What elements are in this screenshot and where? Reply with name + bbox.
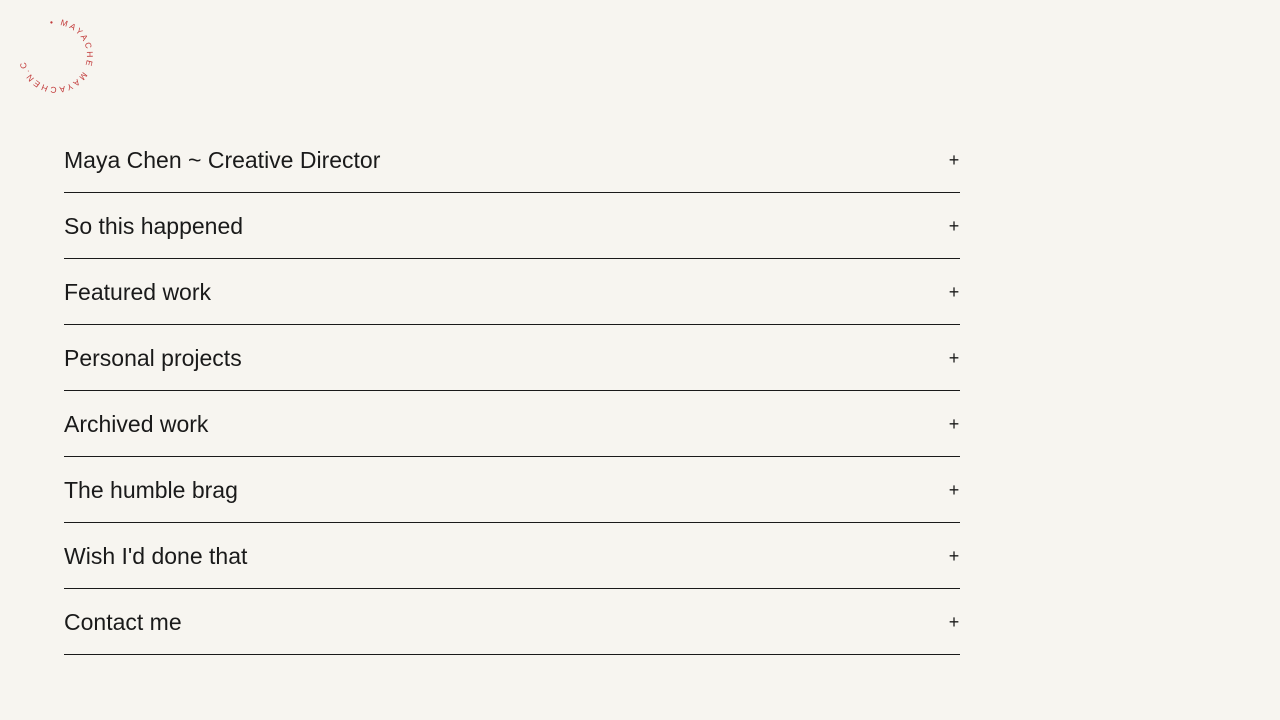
plus-icon[interactable]: + (948, 413, 960, 434)
plus-icon[interactable]: + (948, 149, 960, 170)
accordion-item-label: The humble brag (64, 477, 238, 503)
accordion-item-wish-id-done-that[interactable]: Wish I'd done that + (64, 523, 960, 589)
circular-logo[interactable]: • MAYACHE MAYACHEN.COM (7, 4, 100, 100)
accordion-item-label: Contact me (64, 609, 182, 635)
accordion-item-label: Maya Chen ~ Creative Director (64, 147, 381, 173)
plus-icon[interactable]: + (948, 545, 960, 566)
accordion-item-label: Personal projects (64, 345, 242, 371)
accordion-item-about[interactable]: Maya Chen ~ Creative Director + (64, 127, 960, 193)
accordion-item-so-this-happened[interactable]: So this happened + (64, 193, 960, 259)
plus-icon[interactable]: + (948, 347, 960, 368)
accordion-item-archived-work[interactable]: Archived work + (64, 391, 960, 457)
accordion-item-humble-brag[interactable]: The humble brag + (64, 457, 960, 523)
accordion-menu: Maya Chen ~ Creative Director + So this h… (64, 127, 960, 655)
accordion-item-label: So this happened (64, 213, 244, 239)
plus-icon[interactable]: + (948, 215, 960, 236)
accordion-item-featured-work[interactable]: Featured work + (64, 259, 960, 325)
plus-icon[interactable]: + (948, 281, 960, 302)
accordion-item-label: Wish I'd done that (64, 543, 248, 569)
accordion-item-contact-me[interactable]: Contact me + (64, 589, 960, 655)
plus-icon[interactable]: + (948, 611, 960, 632)
logo-text: • MAYACHE MAYACHEN.COM (12, 12, 95, 95)
logo-mark: • MAYACHE MAYACHEN.COM (7, 4, 95, 95)
accordion-item-label: Featured work (64, 279, 212, 305)
accordion-item-personal-projects[interactable]: Personal projects + (64, 325, 960, 391)
accordion-item-label: Archived work (64, 411, 209, 437)
plus-icon[interactable]: + (948, 479, 960, 500)
